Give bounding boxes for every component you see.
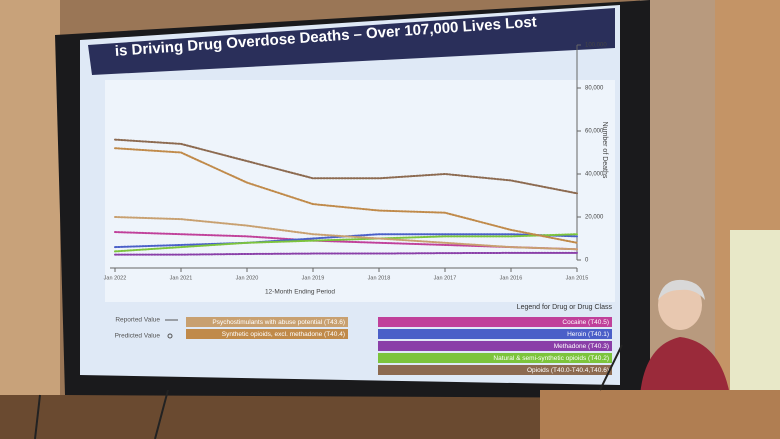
legend-label: Psychostimulants with abuse potential (T… xyxy=(212,319,345,326)
marker-symbol xyxy=(167,333,173,339)
plot-area xyxy=(105,80,615,302)
legend-title: Legend for Drug or Drug Class xyxy=(517,304,613,311)
x-tick-label: Jan 2015 xyxy=(566,275,589,281)
y-tick-label: 40,000 xyxy=(585,172,604,178)
x-tick-label: Jan 2016 xyxy=(500,275,523,281)
speaker-hair xyxy=(658,279,705,300)
series-line xyxy=(114,216,578,251)
microphone-left xyxy=(34,394,41,439)
floor-panel xyxy=(0,395,560,439)
x-tick-label: Jan 2017 xyxy=(434,275,457,281)
x-tick-label: Jan 2022 xyxy=(104,275,127,281)
window xyxy=(730,230,780,400)
y-axis-title: Number of Deaths xyxy=(601,122,608,179)
series-line xyxy=(114,138,578,195)
y-tick-label: 80,000 xyxy=(585,86,604,92)
microphone xyxy=(599,344,623,391)
x-tick-label: Jan 2021 xyxy=(170,275,193,281)
legend-label: Synthetic opioids, excl. methadone (T40.… xyxy=(222,331,345,338)
marker-label: Reported Value xyxy=(115,317,160,324)
legend-label: Methadone (T40.3) xyxy=(554,343,609,350)
legend-swatch xyxy=(378,353,612,363)
series-line xyxy=(114,147,578,244)
lectern xyxy=(540,390,780,439)
legend-swatch xyxy=(378,365,612,375)
y-tick-label: 20,000 xyxy=(585,215,604,221)
x-tick-label: Jan 2019 xyxy=(302,275,325,281)
y-tick-label: 100,000 xyxy=(585,43,607,49)
legend-label: Natural & semi-synthetic opioids (T40.2) xyxy=(493,355,609,362)
y-tick-label: 60,000 xyxy=(585,129,604,135)
legend-label: Opioids (T40.0-T40.4,T40.6) xyxy=(527,367,609,374)
legend-swatch xyxy=(186,317,348,327)
speaker-body xyxy=(640,337,730,395)
microphone-mid xyxy=(154,389,169,439)
legend-label: Cocaine (T40.5) xyxy=(562,319,609,326)
left-wall xyxy=(0,0,60,439)
speaker-head xyxy=(658,280,702,330)
legend-swatch xyxy=(378,329,612,339)
x-axis-title: 12-Month Ending Period xyxy=(265,289,335,296)
marker-label: Predicted Value xyxy=(115,333,161,340)
x-tick-label: Jan 2020 xyxy=(236,275,259,281)
x-tick-label: Jan 2018 xyxy=(368,275,391,281)
legend-swatch xyxy=(186,329,348,339)
series-line xyxy=(114,233,578,253)
series-line xyxy=(114,251,578,256)
title-banner xyxy=(88,8,615,75)
legend-swatch xyxy=(378,341,612,351)
legend-swatch xyxy=(378,317,612,327)
legend-label: Heroin (T40.1) xyxy=(567,331,609,338)
y-tick-label: 0 xyxy=(585,258,589,264)
